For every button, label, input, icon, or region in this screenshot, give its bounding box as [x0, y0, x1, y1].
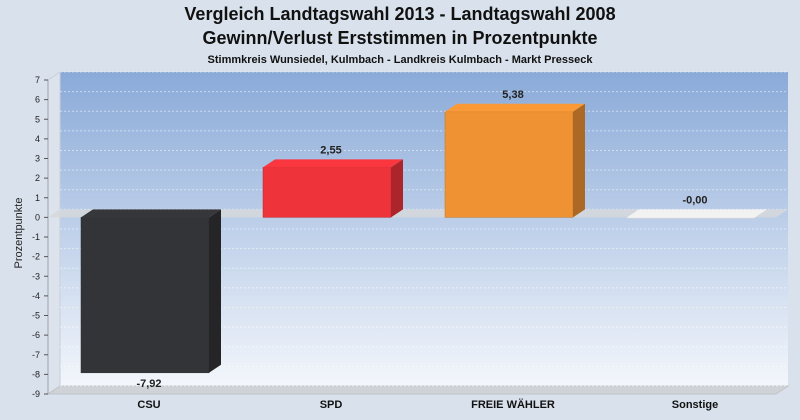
y-tick-label: 5: [35, 114, 40, 124]
bar-side: [209, 209, 221, 373]
bar-front: [80, 217, 210, 374]
y-tick-label: -6: [32, 330, 40, 340]
data-label: -0,00: [682, 194, 707, 206]
bar-spd: [262, 159, 403, 218]
y-axis-title: Prozentpunkte: [13, 198, 25, 269]
y-tick-label: 2: [35, 173, 40, 183]
bar-sonstige: [626, 209, 767, 219]
x-tick-label: FREIE WÄHLER: [471, 398, 555, 411]
bar-front: [262, 167, 392, 218]
bar-side: [391, 159, 403, 218]
y-tick-label: 6: [35, 95, 40, 105]
zero-plane: [48, 209, 788, 218]
bar-freie-w-hler: [444, 103, 585, 218]
y-tick-label: -1: [32, 232, 40, 242]
bar-front: [444, 111, 574, 218]
y-tick-label: -2: [32, 252, 40, 262]
y-tick-label: 0: [35, 212, 40, 222]
chart-subtitle: Stimmkreis Wunsiedel, Kulmbach - Landkre…: [207, 54, 593, 66]
bar-top: [81, 209, 221, 218]
bar-top: [445, 103, 585, 112]
data-label: 5,38: [502, 89, 523, 101]
y-tick-label: 4: [35, 134, 40, 144]
plot-left-wall: [47, 71, 61, 395]
bar-top: [263, 159, 403, 168]
chart-title-line-2: Gewinn/Verlust Erststimmen in Prozentpun…: [202, 28, 598, 48]
bar-front: [626, 217, 756, 219]
y-tick-label: -3: [32, 271, 40, 281]
y-tick-label: -7: [32, 350, 40, 360]
y-tick-label: 1: [35, 193, 40, 203]
x-tick-label: CSU: [137, 399, 160, 411]
y-tick-label: -9: [32, 389, 40, 399]
bar-top: [627, 209, 767, 218]
x-tick-label: Sonstige: [672, 399, 718, 411]
y-tick-label: -4: [32, 291, 40, 301]
y-tick-label: 7: [35, 75, 40, 85]
data-label: 2,55: [320, 144, 341, 156]
y-tick-label: 3: [35, 154, 40, 164]
y-tick-label: -8: [32, 369, 40, 379]
x-tick-label: SPD: [320, 399, 343, 411]
bar-side: [573, 103, 585, 218]
y-tick-label: -5: [32, 311, 40, 321]
bar-csu: [80, 209, 221, 374]
data-label: -7,92: [136, 378, 161, 390]
chart-title: Vergleich Landtagswahl 2013 - Landtagswa…: [184, 4, 616, 24]
